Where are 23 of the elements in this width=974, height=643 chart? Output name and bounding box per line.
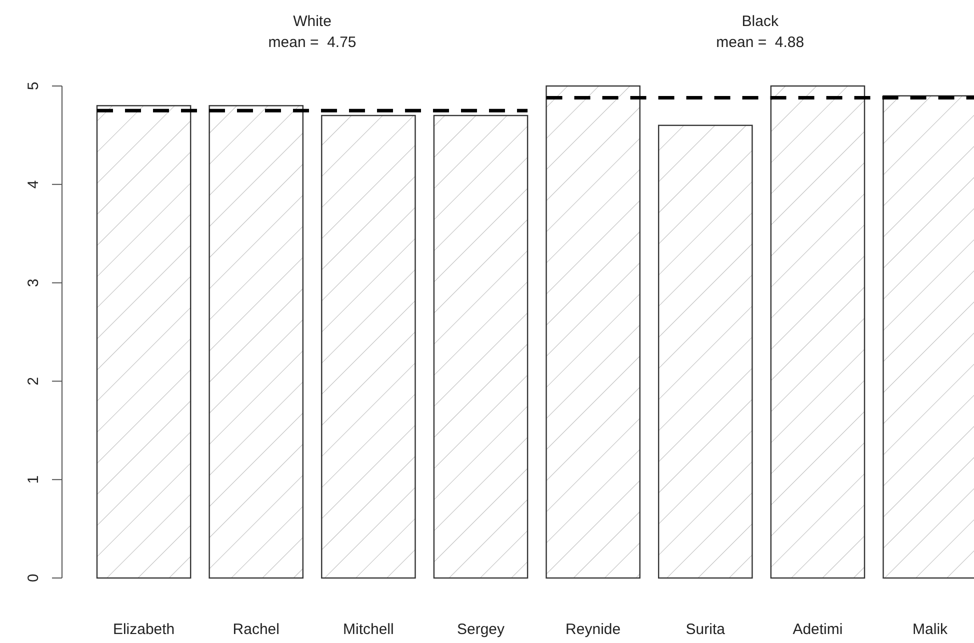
bar: [321, 114, 416, 579]
text: Black mean = 4.88: [716, 13, 804, 51]
bar: [546, 85, 640, 579]
x-tick-label: Rachel: [232, 621, 280, 638]
x-tick-label: Malik: [912, 621, 948, 638]
y-tick-label: 5: [25, 82, 42, 90]
y-tick-label: 4: [25, 180, 42, 189]
y-tick-label: 3: [25, 278, 42, 287]
x-tick-label: Elizabeth: [112, 621, 175, 638]
y-tick-label: 0: [25, 574, 42, 582]
bar: [658, 124, 753, 579]
x-tick-label: Surita: [686, 621, 726, 638]
x-tick-label: Mitchell: [343, 621, 394, 638]
bar: [433, 114, 528, 579]
y-tick-label: 1: [25, 475, 42, 484]
x-tick-label: Reynide: [566, 621, 621, 638]
x-tick-label: Adetimi: [792, 621, 843, 638]
x-tick-label: Sergey: [456, 621, 506, 638]
bar: [208, 105, 304, 579]
text: White mean = 4.75: [268, 13, 356, 51]
bar: [770, 85, 866, 579]
bar: [96, 105, 192, 579]
y-tick-label: 2: [25, 377, 42, 386]
